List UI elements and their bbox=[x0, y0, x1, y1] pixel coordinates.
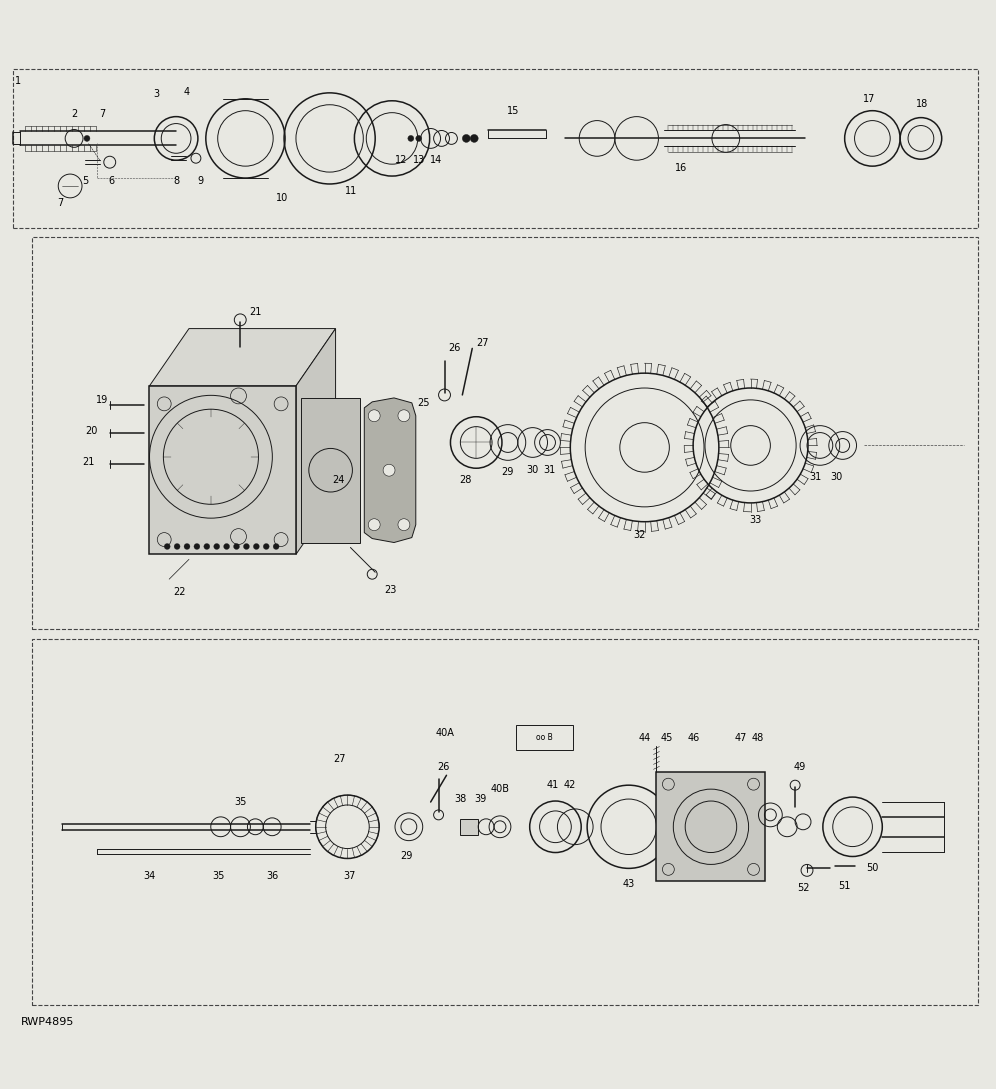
Text: 30: 30 bbox=[527, 465, 539, 475]
Text: 31: 31 bbox=[544, 465, 556, 475]
Bar bbox=[301, 397, 361, 542]
Text: 20: 20 bbox=[86, 426, 98, 436]
Circle shape bbox=[369, 409, 380, 421]
Circle shape bbox=[462, 134, 470, 143]
Text: 33: 33 bbox=[749, 515, 762, 525]
Circle shape bbox=[369, 518, 380, 530]
Text: 18: 18 bbox=[915, 99, 928, 109]
Text: 46: 46 bbox=[688, 733, 700, 743]
Circle shape bbox=[224, 543, 230, 550]
Text: 26: 26 bbox=[448, 343, 460, 354]
Text: 11: 11 bbox=[346, 186, 358, 196]
Circle shape bbox=[194, 543, 200, 550]
Text: RWP4895: RWP4895 bbox=[21, 1017, 74, 1027]
Text: 5: 5 bbox=[82, 176, 88, 186]
Circle shape bbox=[383, 464, 395, 476]
Text: 27: 27 bbox=[476, 339, 488, 348]
Text: 9: 9 bbox=[198, 176, 204, 186]
Text: 52: 52 bbox=[797, 883, 810, 893]
Circle shape bbox=[415, 135, 421, 142]
Text: 31: 31 bbox=[809, 473, 821, 482]
Polygon shape bbox=[365, 397, 415, 542]
Text: 21: 21 bbox=[82, 457, 95, 467]
Text: 34: 34 bbox=[143, 871, 155, 881]
Text: 35: 35 bbox=[212, 871, 225, 881]
Text: 22: 22 bbox=[173, 587, 185, 597]
Text: 41: 41 bbox=[547, 780, 559, 791]
Text: 23: 23 bbox=[383, 585, 396, 595]
Circle shape bbox=[408, 135, 413, 142]
Circle shape bbox=[184, 543, 190, 550]
Polygon shape bbox=[296, 329, 336, 554]
Text: 36: 36 bbox=[266, 871, 278, 881]
Circle shape bbox=[214, 543, 220, 550]
Text: 28: 28 bbox=[459, 475, 471, 485]
Circle shape bbox=[273, 543, 279, 550]
Circle shape bbox=[253, 543, 259, 550]
Text: 26: 26 bbox=[437, 762, 450, 772]
Text: 48: 48 bbox=[751, 733, 764, 743]
Text: 14: 14 bbox=[429, 156, 442, 166]
Text: 49: 49 bbox=[794, 762, 806, 772]
Text: 39: 39 bbox=[474, 794, 486, 804]
Bar bbox=[33, 638, 978, 1005]
Text: 37: 37 bbox=[344, 871, 356, 881]
Text: 47: 47 bbox=[734, 733, 747, 743]
Text: 8: 8 bbox=[173, 176, 179, 186]
Text: 45: 45 bbox=[660, 733, 672, 743]
Text: 27: 27 bbox=[334, 755, 346, 764]
Text: 35: 35 bbox=[234, 797, 247, 807]
Text: 7: 7 bbox=[99, 109, 105, 119]
Text: 1: 1 bbox=[15, 76, 21, 86]
Circle shape bbox=[263, 543, 269, 550]
Text: 7: 7 bbox=[57, 198, 64, 208]
Bar bbox=[149, 386, 296, 554]
Text: 6: 6 bbox=[109, 176, 115, 186]
Text: 50: 50 bbox=[867, 864, 878, 873]
Text: 29: 29 bbox=[502, 467, 514, 477]
Text: 30: 30 bbox=[831, 473, 843, 482]
Text: 43: 43 bbox=[622, 879, 634, 890]
Circle shape bbox=[204, 543, 210, 550]
Circle shape bbox=[470, 134, 478, 143]
Text: 40A: 40A bbox=[435, 727, 454, 737]
Text: 29: 29 bbox=[400, 852, 413, 861]
Bar bbox=[33, 237, 978, 628]
Circle shape bbox=[84, 135, 90, 142]
Text: 38: 38 bbox=[454, 794, 466, 804]
Text: 17: 17 bbox=[864, 94, 875, 103]
Bar bbox=[516, 725, 574, 749]
Polygon shape bbox=[656, 772, 765, 881]
Text: 2: 2 bbox=[71, 109, 78, 119]
Text: 32: 32 bbox=[633, 529, 645, 539]
Circle shape bbox=[243, 543, 249, 550]
Text: 10: 10 bbox=[276, 193, 288, 203]
Text: 16: 16 bbox=[675, 163, 687, 173]
Text: 13: 13 bbox=[412, 156, 425, 166]
Text: 25: 25 bbox=[417, 397, 430, 408]
Circle shape bbox=[398, 409, 409, 421]
Circle shape bbox=[233, 543, 239, 550]
Text: 21: 21 bbox=[249, 307, 261, 317]
Text: 44: 44 bbox=[638, 733, 650, 743]
Text: 51: 51 bbox=[839, 881, 851, 891]
Text: 3: 3 bbox=[153, 89, 159, 99]
Text: oo B: oo B bbox=[536, 733, 553, 742]
Circle shape bbox=[164, 543, 170, 550]
Bar bbox=[460, 819, 478, 834]
Text: 19: 19 bbox=[96, 395, 108, 405]
Circle shape bbox=[174, 543, 180, 550]
Text: 15: 15 bbox=[507, 106, 519, 115]
Text: 4: 4 bbox=[184, 87, 190, 97]
Polygon shape bbox=[149, 329, 336, 386]
Text: 42: 42 bbox=[563, 780, 576, 791]
Circle shape bbox=[398, 518, 409, 530]
Text: 12: 12 bbox=[394, 156, 407, 166]
Text: 24: 24 bbox=[333, 475, 345, 485]
Text: 40B: 40B bbox=[490, 784, 510, 794]
Bar bbox=[13, 69, 978, 228]
